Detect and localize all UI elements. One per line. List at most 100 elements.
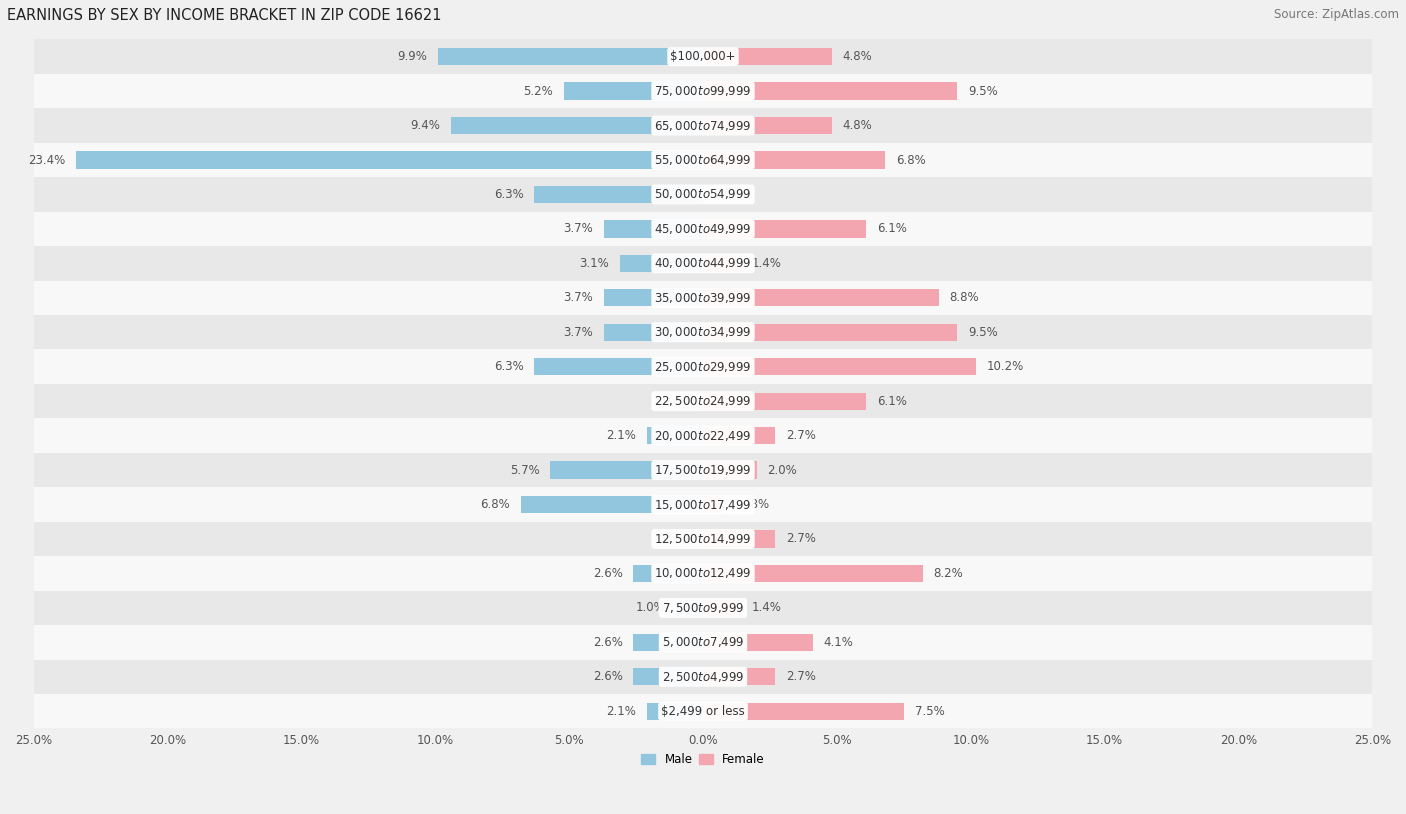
Bar [605, 324, 703, 341]
Text: 0.68%: 0.68% [733, 498, 769, 511]
Text: $22,500 to $24,999: $22,500 to $24,999 [654, 394, 752, 408]
Text: $65,000 to $74,999: $65,000 to $74,999 [654, 119, 752, 133]
Text: 10.2%: 10.2% [987, 361, 1024, 373]
Text: 0.0%: 0.0% [662, 395, 692, 408]
Bar [34, 39, 1372, 74]
Text: 6.1%: 6.1% [877, 395, 907, 408]
Bar [703, 668, 775, 685]
Bar [34, 212, 1372, 246]
Bar [34, 246, 1372, 281]
Bar [703, 531, 775, 548]
Bar [34, 522, 1372, 556]
Text: 9.4%: 9.4% [411, 119, 440, 132]
Text: 2.7%: 2.7% [786, 532, 815, 545]
Bar [703, 221, 866, 238]
Bar [34, 418, 1372, 453]
Text: 7.5%: 7.5% [914, 705, 945, 718]
Bar [34, 694, 1372, 729]
Bar [703, 427, 775, 444]
Bar [703, 255, 741, 272]
Text: 2.7%: 2.7% [786, 429, 815, 442]
Bar [34, 281, 1372, 315]
Bar [550, 462, 703, 479]
Text: $12,500 to $14,999: $12,500 to $14,999 [654, 532, 752, 546]
Text: Source: ZipAtlas.com: Source: ZipAtlas.com [1274, 8, 1399, 21]
Text: 2.1%: 2.1% [606, 705, 636, 718]
Text: $50,000 to $54,999: $50,000 to $54,999 [654, 187, 752, 201]
Bar [703, 289, 939, 306]
Bar [703, 392, 866, 409]
Text: 3.7%: 3.7% [564, 222, 593, 235]
Bar [605, 221, 703, 238]
Text: 2.6%: 2.6% [593, 670, 623, 683]
Bar [34, 453, 1372, 488]
Bar [703, 48, 831, 65]
Text: 8.8%: 8.8% [949, 291, 979, 304]
Text: $25,000 to $29,999: $25,000 to $29,999 [654, 360, 752, 374]
Bar [633, 565, 703, 582]
Text: 2.1%: 2.1% [606, 429, 636, 442]
Bar [34, 142, 1372, 177]
Bar [703, 599, 741, 616]
Text: $17,500 to $19,999: $17,500 to $19,999 [654, 463, 752, 477]
Text: $2,499 or less: $2,499 or less [661, 705, 745, 718]
Bar [76, 151, 703, 168]
Text: $40,000 to $44,999: $40,000 to $44,999 [654, 256, 752, 270]
Text: 0.0%: 0.0% [714, 188, 744, 201]
Text: 1.4%: 1.4% [751, 257, 782, 270]
Bar [34, 315, 1372, 349]
Bar [34, 384, 1372, 418]
Text: 3.7%: 3.7% [564, 326, 593, 339]
Text: 9.5%: 9.5% [969, 326, 998, 339]
Bar [520, 496, 703, 513]
Text: 4.1%: 4.1% [824, 636, 853, 649]
Bar [633, 668, 703, 685]
Text: $20,000 to $22,499: $20,000 to $22,499 [654, 429, 752, 443]
Text: 6.3%: 6.3% [494, 188, 523, 201]
Text: $15,000 to $17,499: $15,000 to $17,499 [654, 497, 752, 511]
Text: $7,500 to $9,999: $7,500 to $9,999 [662, 601, 744, 615]
Bar [605, 289, 703, 306]
Bar [703, 462, 756, 479]
Bar [703, 634, 813, 651]
Bar [34, 556, 1372, 591]
Bar [34, 591, 1372, 625]
Bar [703, 702, 904, 720]
Text: $45,000 to $49,999: $45,000 to $49,999 [654, 222, 752, 236]
Bar [620, 255, 703, 272]
Bar [34, 74, 1372, 108]
Text: $10,000 to $12,499: $10,000 to $12,499 [654, 567, 752, 580]
Bar [437, 48, 703, 65]
Text: 5.7%: 5.7% [510, 464, 540, 476]
Bar [34, 659, 1372, 694]
Bar [703, 82, 957, 99]
Text: 9.5%: 9.5% [969, 85, 998, 98]
Text: 1.4%: 1.4% [751, 602, 782, 615]
Text: 2.7%: 2.7% [786, 670, 815, 683]
Bar [534, 358, 703, 375]
Text: $35,000 to $39,999: $35,000 to $39,999 [654, 291, 752, 304]
Bar [633, 634, 703, 651]
Text: 2.6%: 2.6% [593, 567, 623, 580]
Text: 5.2%: 5.2% [523, 85, 553, 98]
Bar [647, 702, 703, 720]
Text: $2,500 to $4,999: $2,500 to $4,999 [662, 670, 744, 684]
Text: 1.0%: 1.0% [636, 602, 665, 615]
Bar [34, 625, 1372, 659]
Text: $75,000 to $99,999: $75,000 to $99,999 [654, 84, 752, 98]
Text: 4.8%: 4.8% [842, 50, 872, 63]
Bar [703, 358, 976, 375]
Bar [703, 565, 922, 582]
Text: 9.9%: 9.9% [398, 50, 427, 63]
Text: $100,000+: $100,000+ [671, 50, 735, 63]
Text: $5,000 to $7,499: $5,000 to $7,499 [662, 636, 744, 650]
Bar [703, 151, 886, 168]
Bar [34, 488, 1372, 522]
Text: 8.2%: 8.2% [934, 567, 963, 580]
Text: 0.0%: 0.0% [662, 532, 692, 545]
Bar [564, 82, 703, 99]
Text: 3.1%: 3.1% [579, 257, 609, 270]
Text: 2.0%: 2.0% [768, 464, 797, 476]
Bar [34, 177, 1372, 212]
Bar [703, 496, 721, 513]
